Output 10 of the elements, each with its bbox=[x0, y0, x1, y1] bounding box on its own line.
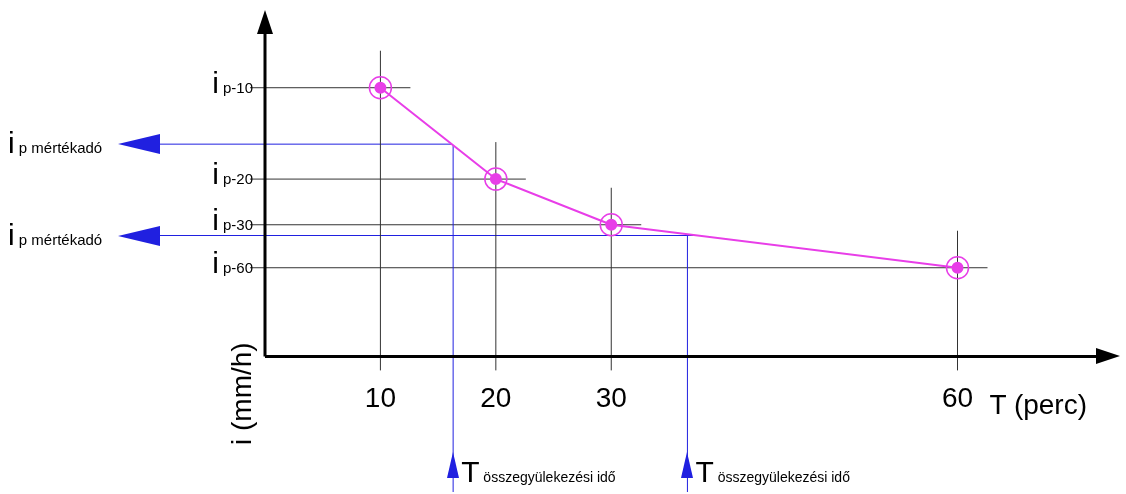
point bbox=[484, 167, 508, 191]
point bbox=[368, 75, 393, 100]
point bbox=[599, 213, 623, 237]
x-tick-label: 30 bbox=[595, 381, 627, 413]
x-axis-title: T (perc) bbox=[989, 389, 1087, 421]
x-tick-label: 60 bbox=[941, 381, 974, 413]
x-tick-label: 10 bbox=[364, 381, 396, 413]
x-tick-label: 20 bbox=[480, 381, 512, 413]
y-axis-title: i (mm/h) bbox=[226, 342, 257, 445]
point bbox=[945, 255, 970, 280]
